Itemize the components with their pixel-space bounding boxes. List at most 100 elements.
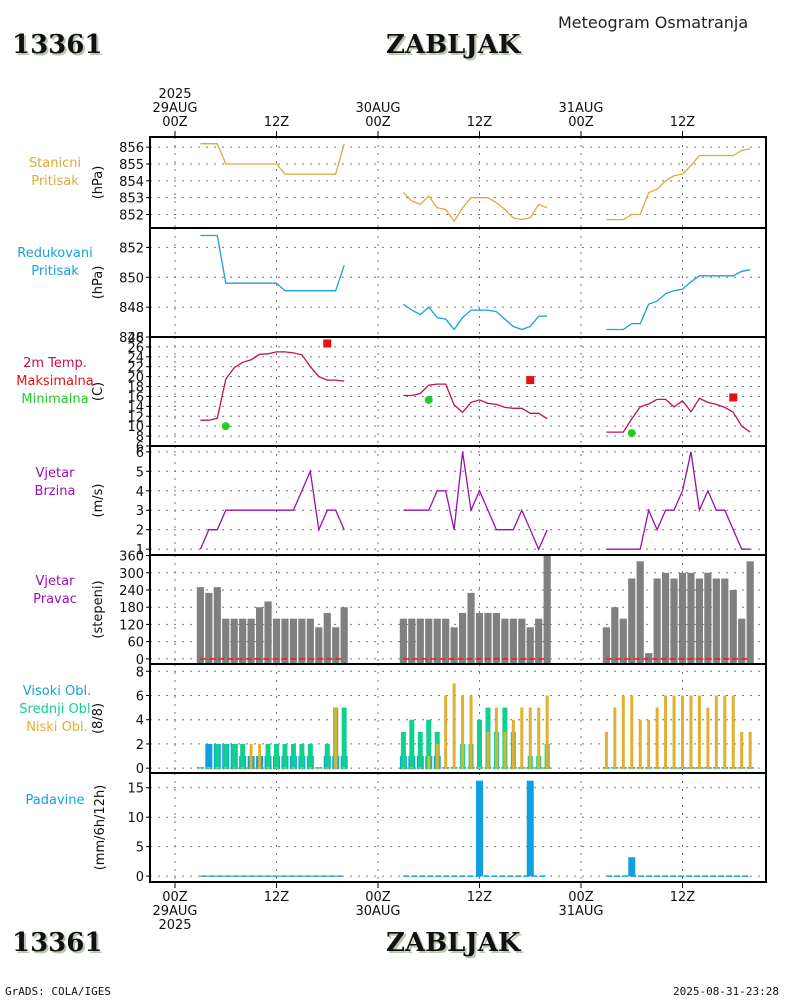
bottom-time-label: 31AUG (558, 904, 603, 919)
wind-direction-bar (501, 618, 509, 664)
cloud-bar-low (241, 767, 245, 769)
cloud-bar-low (537, 707, 541, 770)
cloud-bar-medium (274, 743, 279, 770)
y-tick-label: 1 (136, 543, 144, 558)
cloud-bar-low (300, 767, 304, 769)
wind-direction-bar (526, 627, 534, 664)
cloud-bar-medium (223, 743, 229, 770)
y-tick-label: 0 (136, 870, 144, 885)
cloud-bar-low (731, 695, 735, 770)
cloud-bar-medium (282, 743, 288, 770)
top-time-label: 12Z (670, 115, 696, 130)
bottom-time-label: 29AUG (152, 904, 197, 919)
y-tick-label: 20 (127, 371, 144, 386)
top-time-label: 29AUG (152, 101, 197, 116)
y-tick-label: 850 (119, 271, 144, 286)
panel-precipitation: (mm/6h/12h) (93, 772, 767, 883)
cloud-bar-low (503, 731, 507, 770)
wind-direction-bar (272, 618, 281, 664)
y-axis-label: (hPa) (91, 266, 106, 300)
grads-credit: GrADS: COLA/IGES (5, 985, 111, 998)
bottom-time-label: 30AUG (355, 904, 400, 919)
cloud-bar-low (647, 719, 651, 770)
bottom-time-label: 00Z (162, 890, 188, 905)
cloud-bar-low (224, 767, 228, 769)
cloud-bar-low (308, 767, 312, 769)
panel-label-line: Redukovani (17, 246, 93, 261)
bottom-time-label: 12Z (467, 890, 493, 905)
cloud-bar-low (604, 731, 608, 770)
cloud-bar-low (291, 767, 295, 769)
y-tick-label: 60 (127, 636, 144, 651)
cloud-bar-medium (341, 707, 347, 770)
panel-frame (149, 772, 767, 883)
y-tick-label: 12 (127, 410, 144, 425)
tmin-marker (627, 429, 636, 438)
y-tick-label: 22 (127, 361, 144, 376)
cloud-bar-medium (324, 743, 330, 770)
wind-direction-bar (315, 627, 323, 664)
wind-direction-bar (738, 618, 746, 664)
y-tick-label: 26 (127, 341, 144, 356)
panel-label-wind_speed: Vjetar Brzina (0, 465, 110, 501)
bottom-time-label: 00Z (365, 890, 391, 905)
panel-label-line: Minimalna (21, 392, 89, 407)
y-axis-label: (C) (91, 382, 106, 401)
wind-direction-bar (247, 618, 255, 664)
y-tick-label: 0 (136, 762, 144, 777)
y-tick-label: 240 (119, 584, 144, 599)
bottom-time-label: 12Z (264, 890, 290, 905)
cloud-bar-medium (426, 719, 432, 770)
cloud-bar-low (427, 756, 431, 770)
cloud-bar-medium (477, 719, 482, 770)
panel-label-line: Padavine (25, 793, 85, 808)
top-time-label: 2025 (158, 87, 191, 102)
cloud-bar-low (638, 719, 642, 770)
cloud-bar-low (452, 683, 456, 770)
cloud-bar-low (748, 731, 752, 770)
wind-direction-bar (670, 578, 678, 664)
wind-direction-bar (196, 587, 204, 664)
top-time-label: 30AUG (355, 101, 400, 116)
panel-wind_speed: (m/s) (91, 445, 767, 556)
cloud-bar-low (613, 707, 617, 770)
cloud-bar-medium (307, 743, 313, 770)
y-tick-label: 300 (119, 567, 144, 582)
cloud-bar-medium (214, 743, 220, 770)
y-tick-label: 24 (127, 351, 144, 366)
y-tick-label: 4 (136, 714, 144, 729)
panel-frame (149, 336, 767, 447)
series-line-wind_speed (606, 451, 751, 550)
panel-label-line: Srednji Obl. (19, 702, 95, 717)
cloud-bar-low (469, 695, 473, 770)
series-line-reduced_pressure (200, 234, 345, 292)
cloud-bar-low (630, 695, 634, 770)
precipitation-bar (526, 780, 534, 877)
top-time-label: 00Z (568, 115, 594, 130)
cloud-bar-low (681, 695, 684, 770)
wind-direction-bar (602, 627, 610, 664)
cloud-bar-low (494, 707, 498, 770)
series-line-reduced_pressure (403, 303, 548, 331)
y-tick-label: 6 (136, 440, 144, 455)
cloud-bar-medium (299, 743, 305, 770)
y-tick-label: 10 (127, 420, 144, 435)
y-tick-label: 15 (127, 782, 144, 797)
cloud-bar-low (697, 695, 701, 770)
cloud-bar-low (410, 767, 414, 769)
wind-direction-bar (484, 612, 492, 664)
wind-direction-bar (425, 618, 433, 664)
wind-direction-bar (408, 618, 416, 664)
cloud-bar-low (232, 767, 236, 769)
panel-station_pressure: (hPa) (91, 136, 767, 229)
top-time-label: 12Z (264, 115, 290, 130)
generated-timestamp: 2025-08-31-23:28 (673, 985, 779, 998)
series-line-station_pressure (200, 143, 345, 175)
series-line-wind_speed (199, 468, 345, 550)
cloud-bar-medium (240, 743, 246, 770)
y-tick-label: 0 (136, 653, 144, 668)
panel-reduced_pressure: (hPa) (91, 227, 767, 338)
cloud-bar-low (317, 767, 321, 769)
panel-label-line: Vjetar (35, 574, 75, 589)
